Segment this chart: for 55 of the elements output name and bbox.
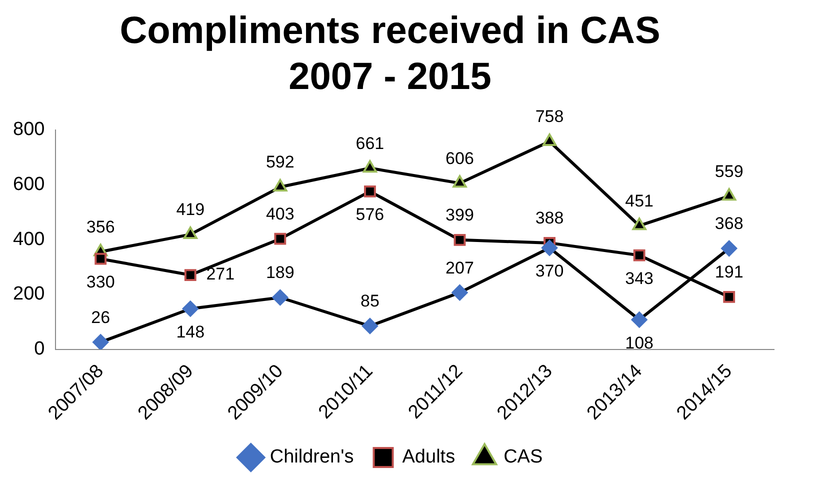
point (272, 290, 288, 306)
data-label: 399 (446, 206, 474, 225)
point (633, 249, 646, 262)
data-label: 148 (176, 322, 205, 342)
point (542, 240, 558, 256)
data-label: 451 (625, 191, 654, 210)
legend-label: CAS (504, 446, 543, 468)
point (452, 175, 467, 188)
legend-label: Adults (402, 446, 456, 468)
chart-title: Compliments received in CAS 2007 - 2015 (118, 9, 662, 100)
data-label: 271 (206, 264, 235, 284)
y-tick-label: 600 (13, 174, 45, 196)
point (452, 284, 468, 301)
data-label: 343 (625, 268, 654, 288)
point (723, 291, 736, 303)
data-label: 108 (625, 333, 654, 352)
data-label: 559 (714, 162, 744, 181)
y-tick-label: 200 (13, 284, 45, 305)
point (722, 188, 736, 201)
y-tick-label: 400 (13, 228, 45, 250)
point (721, 240, 738, 256)
y-tick-label: 800 (13, 119, 45, 140)
data-label: 661 (356, 134, 384, 153)
point (184, 269, 196, 281)
point (183, 226, 198, 239)
point (631, 312, 648, 328)
data-label: 592 (266, 152, 294, 172)
data-label: 368 (714, 214, 744, 234)
data-label: 758 (535, 107, 564, 126)
data-label: 356 (86, 217, 115, 236)
data-label: 189 (266, 263, 294, 282)
y-tick-label: 0 (34, 338, 45, 360)
data-label: 576 (356, 205, 384, 224)
point (632, 218, 646, 230)
data-label: 403 (266, 204, 294, 224)
point (182, 300, 198, 317)
data-label: 388 (535, 208, 564, 228)
data-label: 85 (360, 292, 380, 311)
legend-label: Children's (270, 446, 354, 468)
point (362, 318, 378, 334)
point (454, 234, 466, 246)
data-label: 330 (86, 272, 115, 292)
data-label: 606 (446, 148, 474, 168)
point (94, 252, 107, 265)
data-label: 191 (714, 262, 744, 282)
data-label: 419 (176, 200, 205, 220)
data-label: 26 (91, 308, 110, 327)
point (273, 179, 288, 192)
data-label: 370 (535, 262, 564, 281)
point (364, 185, 376, 198)
data-label: 207 (446, 258, 474, 278)
point (362, 160, 378, 173)
point (92, 334, 109, 350)
point (542, 134, 557, 146)
point (274, 232, 286, 245)
